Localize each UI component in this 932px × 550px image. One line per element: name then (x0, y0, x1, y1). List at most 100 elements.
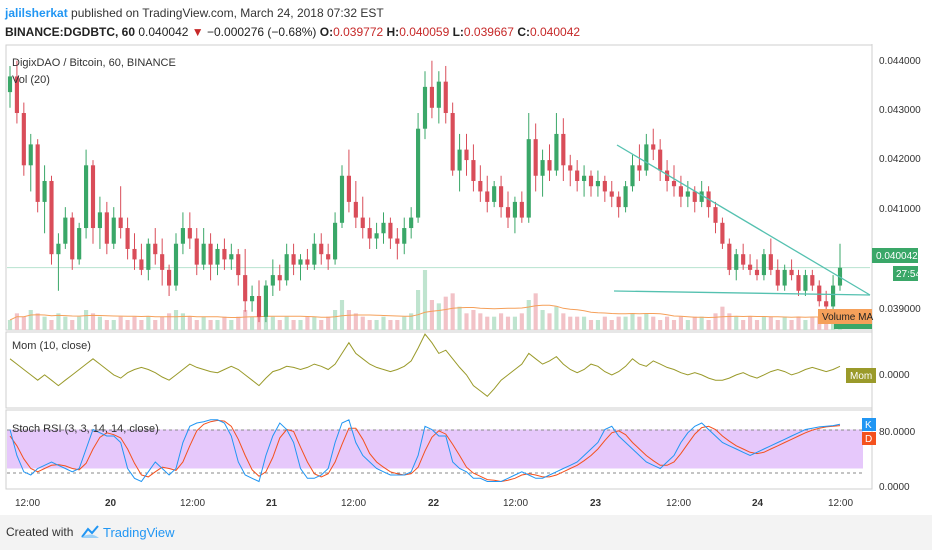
volume-bar (789, 320, 794, 330)
candle (671, 165, 677, 197)
volume-bar (754, 320, 760, 330)
volume-bar (512, 316, 517, 330)
candle (678, 175, 683, 208)
volume-tag (834, 324, 872, 329)
high-label: H: (386, 25, 400, 39)
price-tick-3: 0.041000 (879, 204, 921, 215)
volume-bar (395, 320, 400, 330)
volume-bar (554, 306, 559, 330)
volume-bar (153, 320, 158, 330)
volume-bar (125, 320, 130, 330)
candle (416, 113, 421, 223)
volume-bar (14, 313, 19, 330)
price-axis[interactable]: 0.044000 0.043000 0.042000 0.041000 0.03… (818, 56, 921, 493)
candle (160, 238, 165, 286)
candle (77, 222, 82, 265)
candle (291, 243, 296, 276)
trendline-upper[interactable] (616, 144, 871, 296)
candle (194, 228, 199, 276)
volume-bar (236, 316, 241, 330)
tradingview-cloud-icon (81, 525, 99, 538)
candle (761, 248, 766, 281)
candle (374, 222, 379, 249)
symbol-label[interactable]: BINANCE:DGDBTC, 60 (5, 25, 136, 39)
publish-info: jalilsherkat published on TradingView.co… (5, 6, 384, 20)
candle (153, 228, 158, 265)
volume-bar (616, 316, 621, 330)
volume-bar (111, 320, 116, 330)
candle (277, 264, 282, 291)
volume-bar (588, 320, 594, 330)
candle (104, 201, 109, 255)
countdown-tag (893, 266, 918, 281)
volume-bar (499, 313, 504, 330)
candle (215, 243, 220, 276)
volume-bar (298, 320, 303, 330)
candle (775, 259, 780, 291)
chart-area[interactable]: DigixDAO / Bitcoin, 60, BINANCE Vol (20)… (0, 44, 932, 515)
candle (533, 123, 538, 192)
volume-ma-line (9, 304, 841, 321)
volume-bar (319, 320, 324, 330)
volume-bar (160, 316, 165, 330)
volume-bar (381, 316, 386, 330)
volume-bar (291, 320, 296, 330)
trendline-lower[interactable] (613, 290, 871, 296)
mom-tag (846, 368, 876, 383)
chart-header: jalilsherkat published on TradingView.co… (0, 0, 932, 44)
volume-bar (187, 316, 192, 330)
tradingview-logo[interactable]: TradingView (80, 522, 175, 542)
candle (422, 71, 428, 140)
candle (450, 102, 455, 176)
candle (658, 139, 663, 181)
main-pane-title: DigixDAO / Bitcoin, 60, BINANCE (12, 57, 176, 69)
candle (21, 102, 26, 176)
candle (367, 217, 372, 249)
volume-bar (519, 313, 524, 330)
candle (236, 248, 241, 286)
candle (284, 243, 289, 286)
time-axis[interactable]: 12:00 20 12:00 21 12:00 22 12:00 23 12:0… (15, 498, 853, 509)
volume-bar (118, 316, 123, 330)
stoch-tick-0: 0.0000 (879, 482, 910, 493)
candle (84, 149, 89, 239)
candle (471, 144, 476, 192)
candle (270, 259, 275, 297)
volume-ma-tag-text: Volume MA (822, 312, 873, 323)
candle (540, 149, 545, 197)
volume-bar (70, 320, 75, 330)
candle (706, 186, 711, 218)
pane-frame-1 (5, 331, 873, 409)
author-link[interactable]: jalilsherkat (5, 6, 68, 20)
candle (748, 254, 753, 276)
candle (651, 128, 656, 161)
candle (28, 133, 33, 192)
candle (575, 160, 580, 192)
candle (754, 259, 760, 281)
volume-bar (685, 320, 690, 330)
stoch-pane-title: Stoch RSI (3, 3, 14, 14, close) (12, 423, 159, 435)
volume-bar (540, 310, 545, 330)
time-tick-4: 12:00 (341, 498, 366, 509)
volume-bar (678, 316, 683, 330)
volume-bar (312, 316, 317, 330)
volume-bar (409, 313, 414, 330)
candle (298, 254, 303, 281)
candle (312, 233, 317, 270)
candle (167, 264, 172, 297)
candle (588, 170, 594, 197)
candle (644, 133, 649, 176)
candle (561, 118, 566, 181)
time-tick-5: 22 (428, 498, 440, 509)
time-tick-10: 12:00 (828, 498, 853, 509)
volume-bar (582, 316, 587, 330)
candle (146, 238, 151, 281)
last-price-tag (872, 248, 918, 263)
mom-tag-text: Mom (850, 371, 872, 382)
volume-bar (609, 320, 614, 330)
candle (492, 180, 497, 208)
candle (229, 243, 234, 270)
volume-bar (630, 313, 635, 330)
volume-bar (485, 316, 490, 330)
candle (796, 269, 801, 297)
